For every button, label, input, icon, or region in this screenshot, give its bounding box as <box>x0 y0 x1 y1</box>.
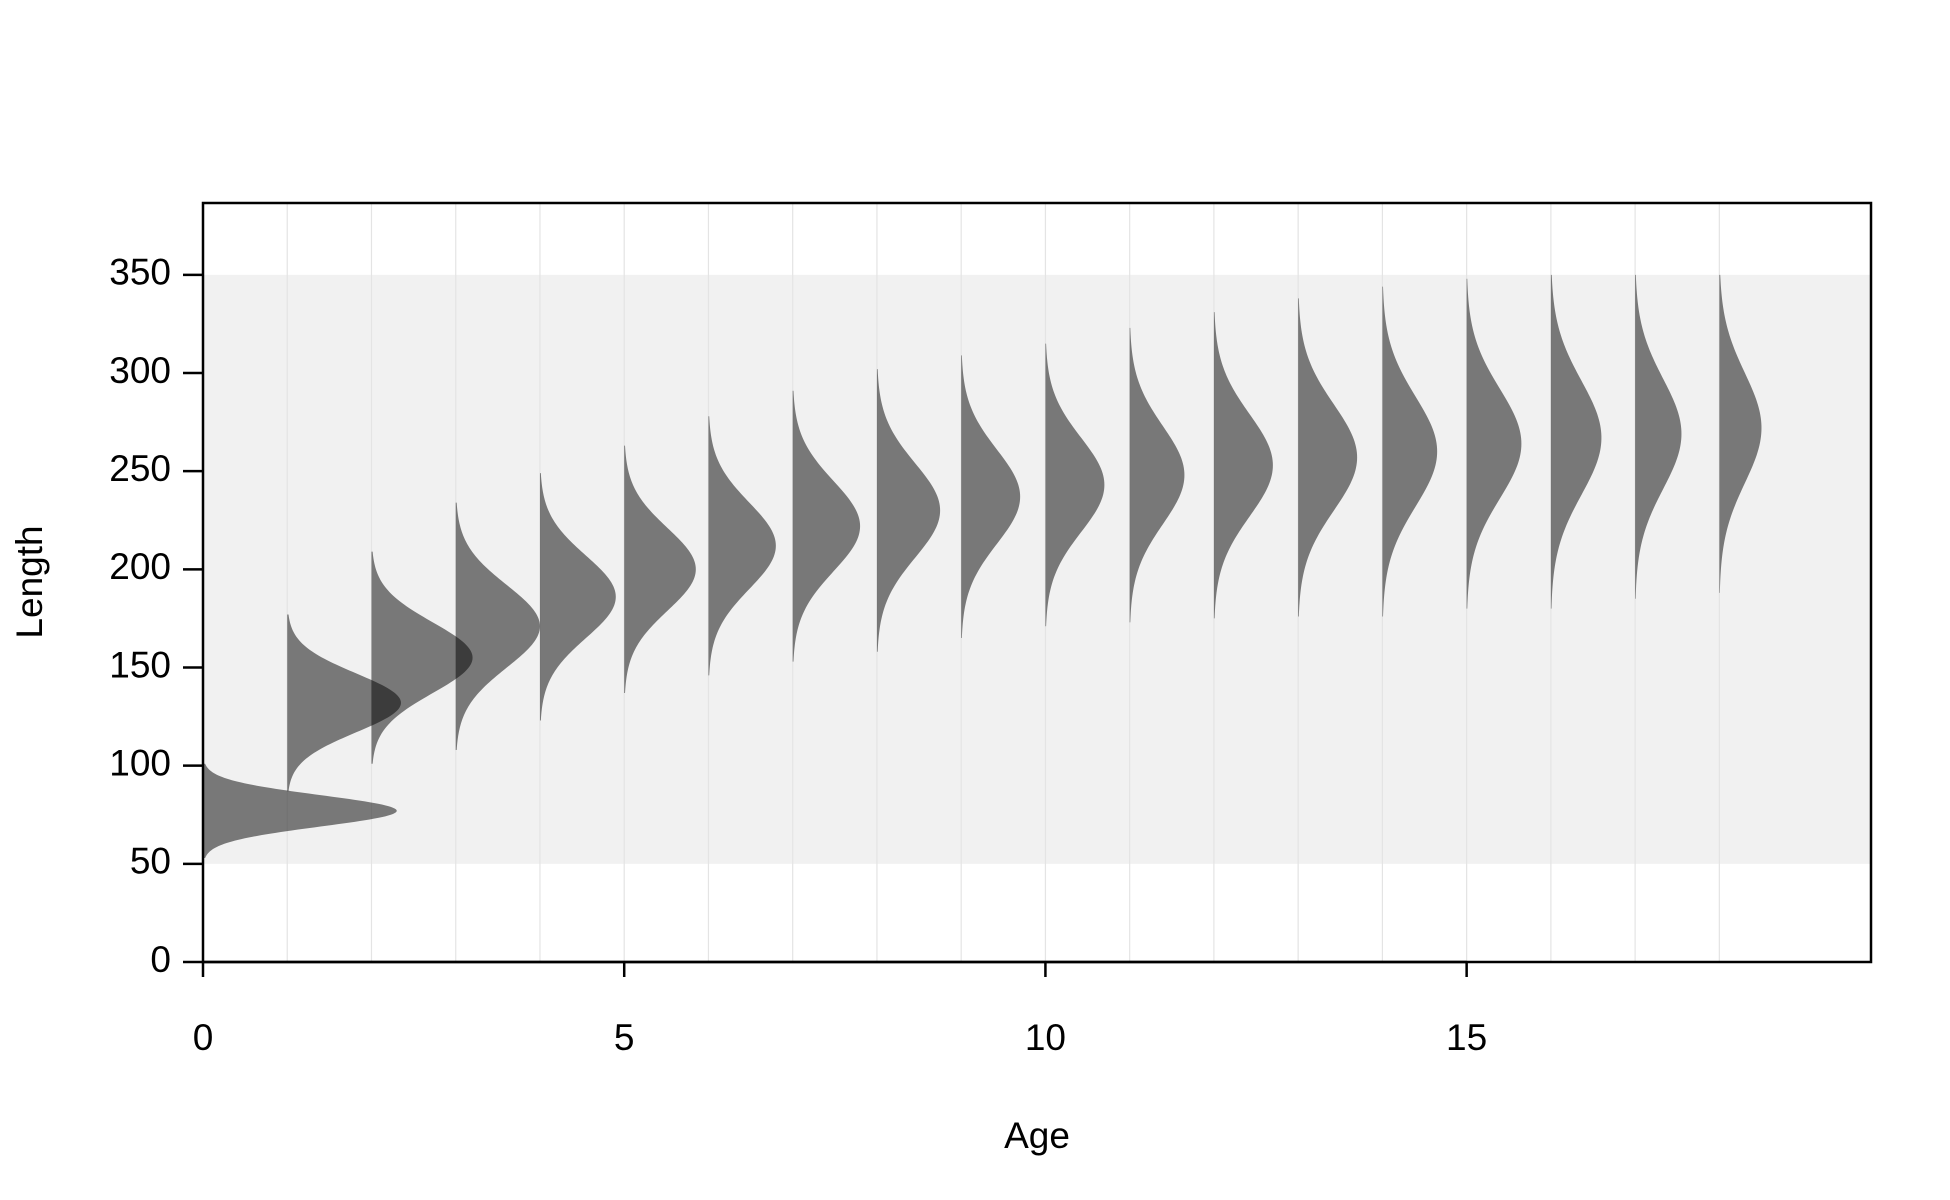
y-tick-label: 100 <box>109 742 171 783</box>
y-tick-label: 150 <box>109 644 171 685</box>
density <box>708 416 776 676</box>
density <box>1213 312 1273 619</box>
density <box>876 369 941 652</box>
y-axis-title: Length <box>9 525 50 638</box>
y-tick-label: 300 <box>109 350 171 391</box>
density <box>1635 274 1682 599</box>
y-tick-label: 50 <box>130 841 171 882</box>
density <box>624 445 696 694</box>
density <box>1298 298 1358 617</box>
y-tick-label: 350 <box>109 252 171 293</box>
x-tick-label: 5 <box>614 1017 635 1058</box>
density <box>1382 286 1438 617</box>
density <box>287 614 401 792</box>
x-axis-title: Age <box>1004 1115 1070 1156</box>
density <box>203 763 397 858</box>
length-band <box>203 274 1871 864</box>
density <box>371 551 473 764</box>
density <box>1045 343 1105 627</box>
y-tick-label: 200 <box>109 546 171 587</box>
density <box>539 473 616 721</box>
density <box>455 502 540 750</box>
x-tick-label: 15 <box>1446 1017 1487 1058</box>
y-tick-label: 250 <box>109 448 171 489</box>
density <box>1466 278 1522 609</box>
x-tick-label: 10 <box>1025 1017 1066 1058</box>
density <box>961 355 1021 639</box>
x-tick-label: 0 <box>193 1017 214 1058</box>
density <box>1129 327 1185 623</box>
y-tick-label: 0 <box>150 939 171 980</box>
density <box>1550 274 1602 609</box>
density <box>1719 274 1762 593</box>
density <box>792 390 861 662</box>
